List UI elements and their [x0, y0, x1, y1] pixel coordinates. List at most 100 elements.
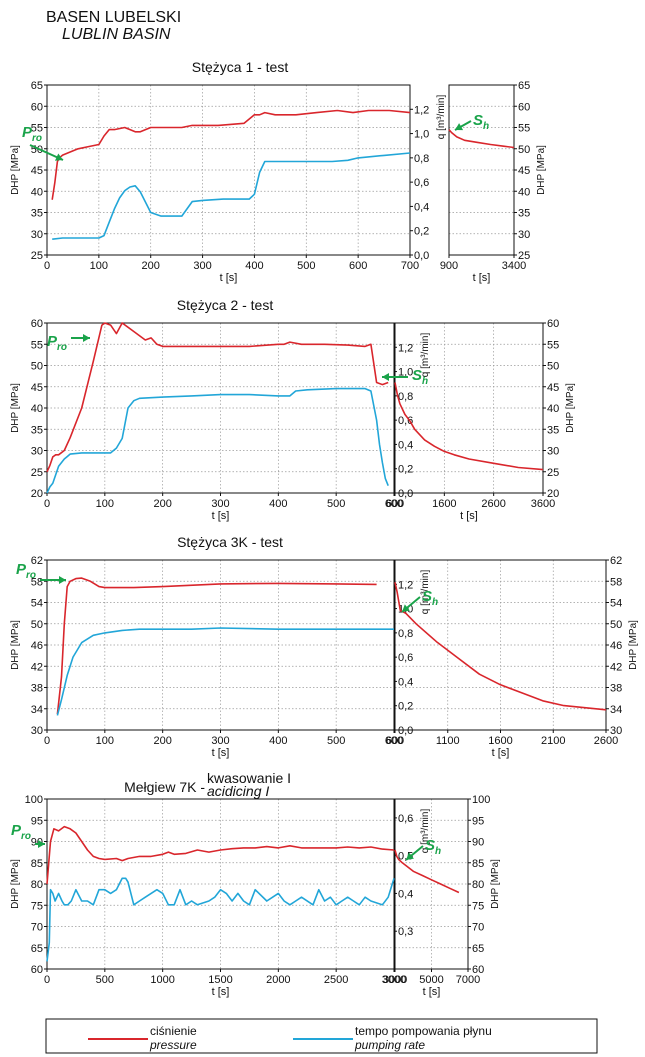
x-tick-label: 100	[96, 498, 114, 510]
s-h-annotation-arrow-head	[406, 852, 414, 860]
chart-title: Stężyca 2 - test	[177, 297, 274, 313]
y-axis-label: DHP [MPa]	[10, 859, 21, 909]
shutin-y-tick-label: 25	[518, 250, 530, 262]
shutin-y-tick-label: 60	[518, 101, 530, 113]
shutin-x-tick-label: 3000	[383, 974, 407, 986]
shutin-y-tick-label: 54	[610, 598, 622, 610]
chart-title-suffix-italic: acidicing I	[207, 783, 269, 799]
x-tick-label: 400	[269, 498, 287, 510]
rate-series-line	[46, 877, 395, 962]
y2-tick-label: 0,4	[398, 439, 413, 451]
y-tick-label: 54	[31, 598, 43, 610]
shutin-y-axis-label: DHP [MPa]	[565, 383, 576, 433]
page-title: BASEN LUBELSKI	[46, 9, 182, 26]
y-tick-label: 40	[31, 186, 43, 198]
chart-title: Stężyca 1 - test	[192, 59, 289, 75]
shutin-x-tick-label: 1100	[436, 735, 460, 747]
s-h-annotation-label: S	[422, 588, 432, 605]
x-tick-label: 200	[142, 260, 160, 272]
shutin-x-tick-label: 2100	[541, 735, 565, 747]
y2-tick-label: 1,0	[414, 129, 429, 141]
y2-tick-label: 0,8	[398, 391, 413, 403]
y2-tick-label: 0,8	[414, 153, 429, 165]
y2-tick-label: 0,8	[398, 628, 413, 640]
shutin-y-tick-label: 20	[547, 488, 559, 500]
shutin-y-tick-label: 62	[610, 555, 622, 567]
y2-axis-label: q [m³/min]	[420, 809, 431, 854]
shutin-pressure-series-line	[394, 582, 607, 711]
y-tick-label: 34	[31, 704, 43, 716]
x-tick-label: 1500	[208, 974, 232, 986]
y2-tick-label: 0,6	[398, 813, 413, 825]
x-tick-label: 300	[193, 260, 211, 272]
y-tick-label: 55	[31, 123, 43, 135]
rate-series-line	[46, 387, 389, 494]
y-tick-label: 70	[31, 922, 43, 934]
shutin-x-axis-label: t [s]	[492, 747, 510, 759]
shutin-y-tick-label: 50	[610, 619, 622, 631]
y-tick-label: 75	[31, 900, 43, 912]
page-subtitle: LUBLIN BASIN	[62, 26, 171, 43]
x-tick-label: 600	[349, 260, 367, 272]
y-tick-label: 25	[31, 250, 43, 262]
s-h-annotation-arrow-head	[455, 123, 464, 131]
y-tick-label: 95	[31, 815, 43, 827]
y-tick-label: 50	[31, 361, 43, 373]
p-ro-annotation-subscript: ro	[32, 133, 42, 144]
shutin-x-tick-label: 600	[386, 498, 404, 510]
y-tick-label: 40	[31, 403, 43, 415]
p-ro-annotation-label: P	[11, 822, 22, 839]
shutin-y-axis-label: DHP [MPa]	[628, 620, 639, 670]
rate-series-line	[52, 152, 411, 240]
y-tick-label: 100	[25, 794, 43, 806]
y-tick-label: 35	[31, 424, 43, 436]
shutin-y-tick-label: 25	[547, 467, 559, 479]
chart-title: Mełgiew 7K -	[124, 779, 205, 795]
y2-tick-label: 0,2	[398, 464, 413, 476]
y2-tick-label: 0,4	[398, 676, 413, 688]
shutin-y-tick-label: 95	[472, 815, 484, 827]
x-tick-label: 500	[297, 260, 315, 272]
shutin-y-tick-label: 50	[547, 361, 559, 373]
s-h-annotation-label: S	[425, 837, 435, 854]
p-ro-annotation-subscript: ro	[21, 831, 31, 842]
y-tick-label: 80	[31, 879, 43, 891]
x-tick-label: 0	[44, 735, 50, 747]
shutin-y-tick-label: 100	[472, 794, 490, 806]
y2-tick-label: 0,0	[398, 488, 413, 500]
pressure-series-line	[56, 577, 377, 715]
p-ro-annotation-subscript: ro	[57, 342, 67, 353]
p-ro-annotation-arrow-head	[55, 153, 63, 161]
shutin-y-tick-label: 80	[472, 879, 484, 891]
shutin-y-tick-label: 55	[547, 339, 559, 351]
y-tick-label: 60	[31, 101, 43, 113]
y2-tick-label: 0,2	[398, 701, 413, 713]
x-tick-label: 1000	[150, 974, 174, 986]
shutin-x-axis-label: t [s]	[423, 986, 441, 998]
shutin-y-tick-label: 50	[518, 144, 530, 156]
y-tick-label: 85	[31, 858, 43, 870]
y2-tick-label: 0,4	[398, 888, 413, 900]
shutin-x-tick-label: 2600	[481, 498, 505, 510]
s-h-annotation-label: S	[412, 367, 422, 384]
y-tick-label: 38	[31, 683, 43, 695]
x-tick-label: 600	[385, 735, 403, 747]
p-ro-annotation-subscript: ro	[26, 570, 36, 581]
y-tick-label: 45	[31, 382, 43, 394]
y2-axis-label: q [m³/min]	[420, 570, 431, 615]
x-axis-label: t [s]	[212, 747, 230, 759]
shutin-x-axis-label: t [s]	[473, 272, 491, 284]
p-ro-annotation-label: P	[16, 561, 27, 578]
x-tick-label: 600	[385, 498, 403, 510]
shutin-y-tick-label: 40	[518, 186, 530, 198]
shutin-y-tick-label: 65	[472, 943, 484, 955]
shutin-y-tick-label: 42	[610, 661, 622, 673]
x-tick-label: 300	[211, 498, 229, 510]
shutin-y-tick-label: 60	[472, 964, 484, 976]
y-tick-label: 58	[31, 576, 43, 588]
y-tick-label: 50	[31, 619, 43, 631]
s-h-annotation-arrow-head	[402, 604, 410, 612]
y2-tick-label: 1,0	[398, 367, 413, 379]
p-ro-annotation-arrow-head	[59, 576, 66, 584]
